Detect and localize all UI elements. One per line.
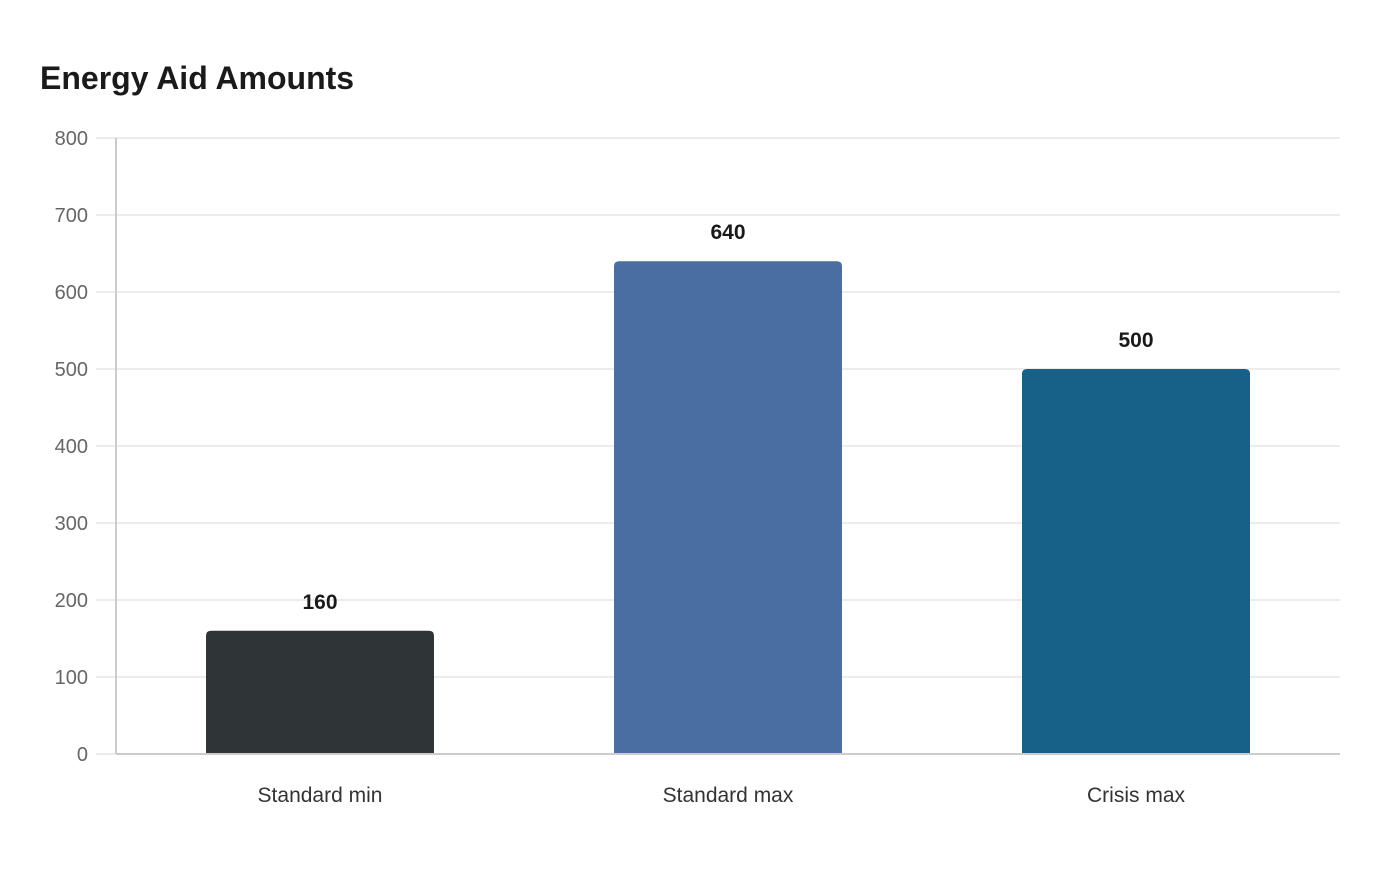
bar-standard-min bbox=[206, 630, 434, 754]
bar-standard-max bbox=[614, 261, 842, 754]
y-tick-label: 400 bbox=[55, 436, 88, 458]
y-tick-label: 100 bbox=[55, 667, 88, 689]
bar-value-label: 500 bbox=[1118, 329, 1153, 352]
y-tick-label: 0 bbox=[77, 744, 88, 766]
bar-value-label: 640 bbox=[710, 221, 745, 244]
bar-crisis-max bbox=[1022, 369, 1250, 754]
y-tick-label: 700 bbox=[55, 205, 88, 227]
y-axis-ticks: 0 100 200 300 400 500 600 700 800 bbox=[55, 128, 88, 766]
bars bbox=[206, 261, 1250, 754]
x-category-label: Standard min bbox=[258, 784, 383, 807]
y-tick-label: 300 bbox=[55, 513, 88, 535]
y-tick-label: 800 bbox=[55, 128, 88, 150]
y-tick-label: 200 bbox=[55, 590, 88, 612]
y-tick-label: 500 bbox=[55, 359, 88, 381]
value-labels: 160 640 500 bbox=[302, 221, 1153, 614]
x-category-label: Crisis max bbox=[1087, 784, 1185, 807]
bar-value-label: 160 bbox=[302, 591, 337, 614]
chart-title: Energy Aid Amounts bbox=[40, 60, 355, 96]
y-tick-label: 600 bbox=[55, 282, 88, 304]
x-axis-categories: Standard min Standard max Crisis max bbox=[258, 784, 1186, 807]
x-category-label: Standard max bbox=[663, 784, 794, 807]
